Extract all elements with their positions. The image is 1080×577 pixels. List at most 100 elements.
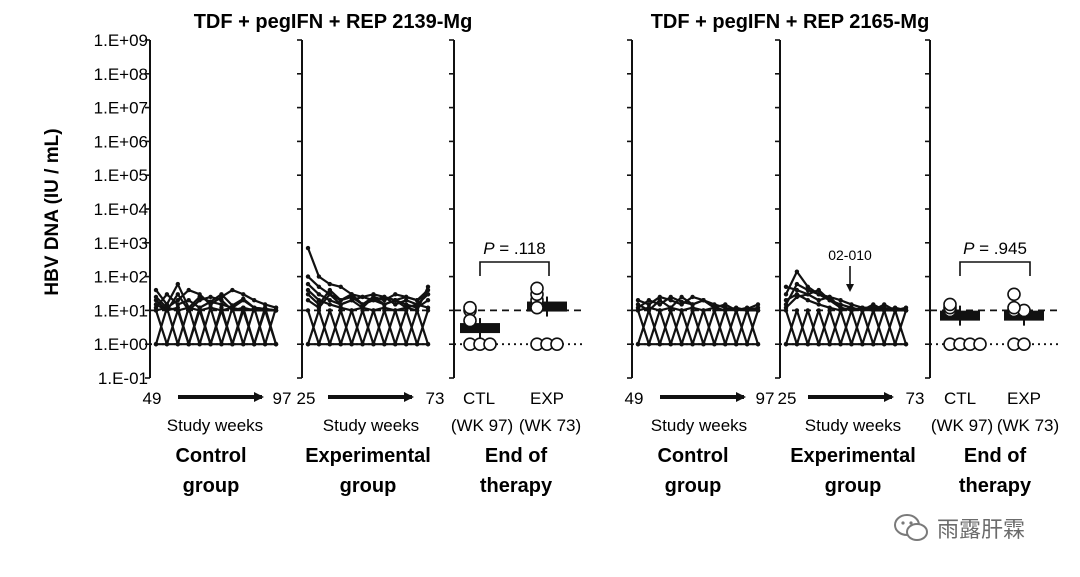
group-label: End of xyxy=(964,445,1027,467)
panel-group: P = .118 xyxy=(145,39,582,379)
data-point xyxy=(175,302,181,307)
data-point xyxy=(816,342,821,347)
data-point xyxy=(794,308,800,313)
data-point xyxy=(881,342,887,347)
group-label: Control xyxy=(657,445,728,467)
data-point xyxy=(635,302,641,307)
y-tick-label: 1.E-01 xyxy=(98,369,148,388)
data-point xyxy=(382,298,387,303)
data-point xyxy=(241,298,246,303)
data-point xyxy=(892,308,898,313)
x-axis-caption: Study weeks xyxy=(323,416,419,435)
group-label: group xyxy=(825,475,882,497)
data-point xyxy=(153,342,159,347)
data-point xyxy=(646,298,652,303)
group-label: Experimental xyxy=(305,445,431,467)
data-point xyxy=(646,342,652,347)
data-point xyxy=(316,342,322,347)
data-point xyxy=(668,342,673,347)
data-point xyxy=(849,302,854,307)
data-point xyxy=(153,308,159,313)
data-point xyxy=(349,292,354,297)
chart-title-left: TDF + pegIFN + REP 2139-Mg xyxy=(194,11,473,33)
data-point xyxy=(338,308,343,313)
data-point xyxy=(794,342,800,347)
data-point xyxy=(305,342,311,347)
data-point xyxy=(838,298,843,303)
data-point xyxy=(393,292,398,297)
x-start-label: 25 xyxy=(778,389,797,408)
data-point xyxy=(230,342,235,347)
data-point xyxy=(892,342,898,347)
x-end-label: 73 xyxy=(426,389,445,408)
data-point xyxy=(241,342,246,347)
x-start-label: 49 xyxy=(625,389,644,408)
data-point xyxy=(794,269,800,274)
category-sublabel: (WK 73) xyxy=(997,416,1059,435)
data-point xyxy=(414,342,420,347)
data-point xyxy=(646,305,652,310)
data-point xyxy=(712,342,717,347)
y-tick-label: 1.E+05 xyxy=(94,166,148,185)
data-point xyxy=(827,308,832,313)
data-point xyxy=(849,342,854,347)
data-point xyxy=(425,284,431,289)
data-point xyxy=(262,302,268,307)
data-point xyxy=(881,302,887,307)
data-point xyxy=(262,342,268,347)
y-axis-label: HBV DNA (IU / mL) xyxy=(42,128,63,295)
data-point xyxy=(251,342,257,347)
y-tick-labels-left: 1.E-01 1.E+00 1.E+01 1.E+02 1.E+03 1.E+04 1.E+… xyxy=(94,31,148,388)
data-point xyxy=(305,298,311,303)
data-point xyxy=(305,287,311,293)
group-label: therapy xyxy=(480,475,553,497)
data-point xyxy=(657,298,663,303)
data-point xyxy=(903,308,909,313)
data-point xyxy=(251,306,257,312)
data-point xyxy=(794,281,800,287)
y-tick-label: 1.E+00 xyxy=(94,335,148,354)
chart-title-right: TDF + pegIFN + REP 2165-Mg xyxy=(651,11,930,33)
data-point xyxy=(690,294,695,300)
data-point xyxy=(690,342,695,347)
data-point xyxy=(425,305,431,310)
y-tick-label: 1.E+03 xyxy=(94,234,148,253)
data-point xyxy=(175,308,181,313)
x-end-label: 97 xyxy=(756,389,775,408)
data-point xyxy=(635,308,641,313)
data-point-open xyxy=(1017,337,1031,352)
data-point xyxy=(153,294,159,300)
series-line xyxy=(785,270,907,312)
data-point xyxy=(175,298,181,303)
y-tick-label: 1.E+06 xyxy=(94,132,148,151)
data-point xyxy=(657,342,663,347)
data-point xyxy=(668,294,673,300)
data-point xyxy=(208,342,213,347)
data-point xyxy=(860,306,865,312)
data-point xyxy=(327,302,333,307)
data-point xyxy=(164,305,170,310)
category-sublabel: (WK 73) xyxy=(519,416,581,435)
data-point xyxy=(273,342,279,347)
group-label: End of xyxy=(485,445,548,467)
data-point xyxy=(425,298,431,303)
y-tick-label: 1.E+01 xyxy=(94,301,148,320)
data-point xyxy=(414,308,420,313)
data-point xyxy=(657,302,663,307)
y-tick-label: 1.E+08 xyxy=(94,65,148,84)
data-point xyxy=(360,294,365,300)
data-point xyxy=(816,302,821,307)
group-label: group xyxy=(340,475,397,497)
data-point xyxy=(371,294,376,300)
data-point xyxy=(744,342,750,347)
p-value-bracket xyxy=(479,261,550,276)
data-point xyxy=(403,305,409,310)
data-point xyxy=(197,298,202,303)
data-point xyxy=(241,308,246,313)
series-line xyxy=(155,282,277,312)
data-point xyxy=(403,302,409,307)
data-point xyxy=(327,308,333,313)
data-point xyxy=(816,287,821,293)
data-point xyxy=(219,294,224,300)
